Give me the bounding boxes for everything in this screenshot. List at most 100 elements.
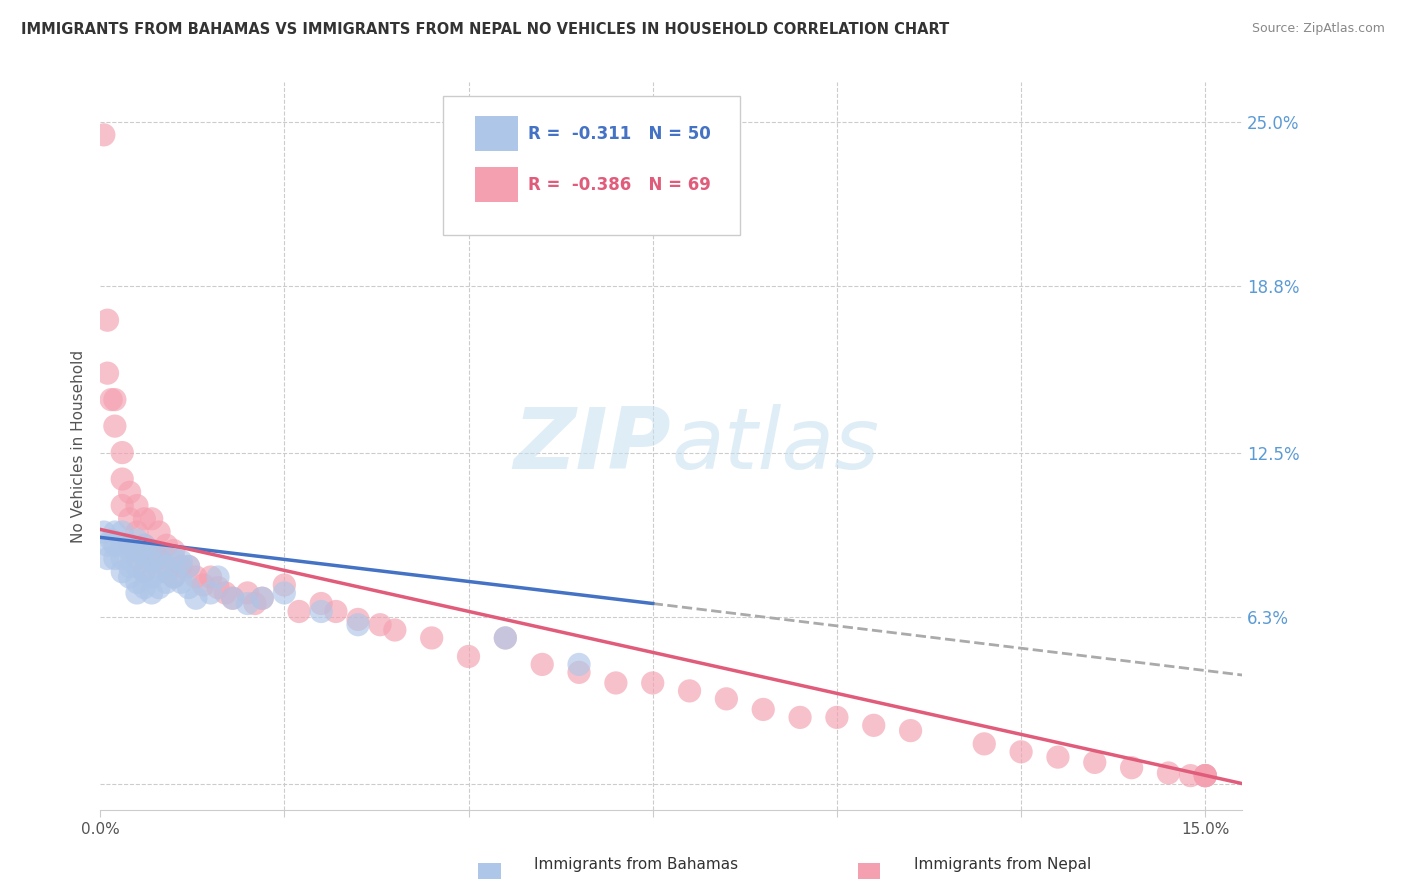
Point bbox=[148, 549, 170, 563]
Point bbox=[118, 485, 141, 500]
Point bbox=[200, 586, 222, 600]
Point bbox=[214, 586, 236, 600]
Point bbox=[678, 684, 700, 698]
Point bbox=[177, 559, 200, 574]
Point bbox=[104, 538, 127, 552]
Point bbox=[250, 591, 273, 606]
Point bbox=[605, 676, 627, 690]
Point bbox=[141, 543, 163, 558]
Point bbox=[104, 551, 127, 566]
Point bbox=[125, 543, 148, 558]
Point bbox=[155, 538, 177, 552]
Point bbox=[155, 565, 177, 579]
Point bbox=[118, 543, 141, 558]
Point bbox=[125, 524, 148, 539]
Point bbox=[236, 586, 259, 600]
Point bbox=[155, 575, 177, 590]
Point bbox=[141, 554, 163, 568]
Point bbox=[125, 499, 148, 513]
Point bbox=[207, 581, 229, 595]
Point bbox=[148, 524, 170, 539]
Point bbox=[96, 538, 118, 552]
Point bbox=[148, 551, 170, 566]
Text: ZIP: ZIP bbox=[513, 404, 671, 487]
Point bbox=[118, 538, 141, 552]
Point bbox=[273, 578, 295, 592]
Point bbox=[134, 565, 156, 579]
Point bbox=[118, 512, 141, 526]
Point bbox=[207, 570, 229, 584]
Bar bbox=[475, 116, 517, 151]
Point bbox=[93, 524, 115, 539]
Point bbox=[1084, 756, 1107, 770]
Point bbox=[118, 559, 141, 574]
Point bbox=[368, 617, 391, 632]
Text: Source: ZipAtlas.com: Source: ZipAtlas.com bbox=[1251, 22, 1385, 36]
Point bbox=[134, 565, 156, 579]
Point bbox=[531, 657, 554, 672]
Point bbox=[134, 549, 156, 563]
Point bbox=[347, 612, 370, 626]
Point bbox=[96, 551, 118, 566]
Point bbox=[236, 597, 259, 611]
Point bbox=[125, 533, 148, 547]
Point bbox=[163, 543, 186, 558]
Point bbox=[347, 617, 370, 632]
FancyBboxPatch shape bbox=[443, 96, 740, 235]
Text: R =  -0.386   N = 69: R = -0.386 N = 69 bbox=[529, 177, 711, 194]
Point bbox=[900, 723, 922, 738]
Point bbox=[641, 676, 664, 690]
Point bbox=[250, 591, 273, 606]
Point bbox=[494, 631, 516, 645]
Point bbox=[148, 565, 170, 579]
Point bbox=[200, 570, 222, 584]
Point bbox=[193, 578, 215, 592]
Point bbox=[155, 559, 177, 574]
Point bbox=[134, 581, 156, 595]
Point bbox=[177, 559, 200, 574]
Point bbox=[420, 631, 443, 645]
Point bbox=[118, 570, 141, 584]
Point bbox=[752, 702, 775, 716]
Point bbox=[111, 445, 134, 459]
Point bbox=[309, 597, 332, 611]
Point bbox=[134, 512, 156, 526]
Point bbox=[100, 392, 122, 407]
Point bbox=[141, 586, 163, 600]
Point bbox=[163, 570, 186, 584]
Point bbox=[568, 665, 591, 680]
Text: atlas: atlas bbox=[671, 404, 879, 487]
Point bbox=[96, 313, 118, 327]
Point bbox=[494, 631, 516, 645]
Point bbox=[1121, 761, 1143, 775]
Point bbox=[1194, 769, 1216, 783]
Point bbox=[222, 591, 245, 606]
Point bbox=[825, 710, 848, 724]
Point bbox=[1194, 769, 1216, 783]
Point bbox=[104, 392, 127, 407]
Point bbox=[125, 586, 148, 600]
Point bbox=[111, 499, 134, 513]
Point bbox=[163, 551, 186, 566]
Point bbox=[111, 565, 134, 579]
Point bbox=[141, 543, 163, 558]
Point bbox=[1046, 750, 1069, 764]
Point bbox=[125, 551, 148, 566]
Point bbox=[384, 623, 406, 637]
Point bbox=[111, 472, 134, 486]
Point bbox=[789, 710, 811, 724]
Point bbox=[243, 597, 266, 611]
Text: IMMIGRANTS FROM BAHAMAS VS IMMIGRANTS FROM NEPAL NO VEHICLES IN HOUSEHOLD CORREL: IMMIGRANTS FROM BAHAMAS VS IMMIGRANTS FR… bbox=[21, 22, 949, 37]
Point bbox=[288, 605, 311, 619]
Point bbox=[273, 586, 295, 600]
Text: R =  -0.311   N = 50: R = -0.311 N = 50 bbox=[529, 126, 711, 144]
Point bbox=[111, 551, 134, 566]
Point bbox=[1194, 769, 1216, 783]
Point bbox=[457, 649, 479, 664]
Point bbox=[141, 512, 163, 526]
Point bbox=[184, 570, 207, 584]
Point bbox=[100, 533, 122, 547]
Point bbox=[104, 524, 127, 539]
Y-axis label: No Vehicles in Household: No Vehicles in Household bbox=[72, 350, 86, 542]
Point bbox=[141, 570, 163, 584]
